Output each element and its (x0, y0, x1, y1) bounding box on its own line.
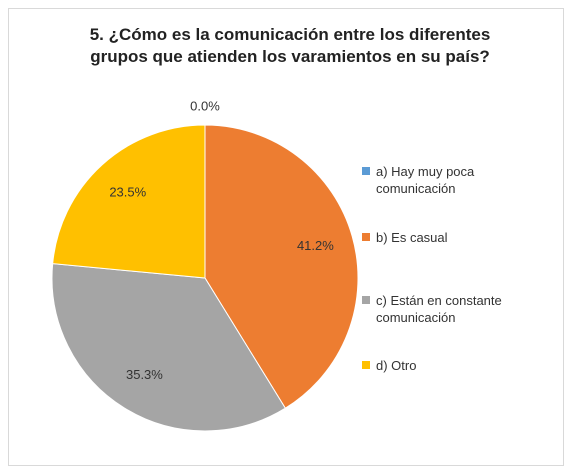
legend-item: d) Otro (362, 357, 526, 374)
legend-item: a) Hay muy poca comunicación (362, 163, 526, 197)
data-label: 41.2% (297, 238, 334, 253)
data-label: 23.5% (109, 185, 146, 200)
chart-title: 5. ¿Cómo es la comunicación entre los di… (89, 25, 491, 66)
chart-frame (8, 8, 564, 466)
data-label: 0.0% (190, 98, 220, 113)
legend-item: c) Están en constante comunicación (362, 292, 526, 326)
legend-swatch (362, 361, 370, 369)
legend-label: b) Es casual (376, 230, 448, 245)
pie-slice (51, 263, 287, 432)
legend-swatch (362, 167, 370, 175)
pie-slice (52, 124, 206, 279)
data-label: 35.3% (126, 367, 163, 382)
legend-label: d) Otro (376, 358, 417, 373)
legend-label: a) Hay muy poca comunicación (376, 164, 475, 196)
legend-swatch (362, 233, 370, 241)
pie-slice (204, 124, 359, 409)
legend-item: b) Es casual (362, 229, 526, 246)
legend-label: c) Están en constante comunicación (376, 293, 502, 325)
legend-swatch (362, 296, 370, 304)
